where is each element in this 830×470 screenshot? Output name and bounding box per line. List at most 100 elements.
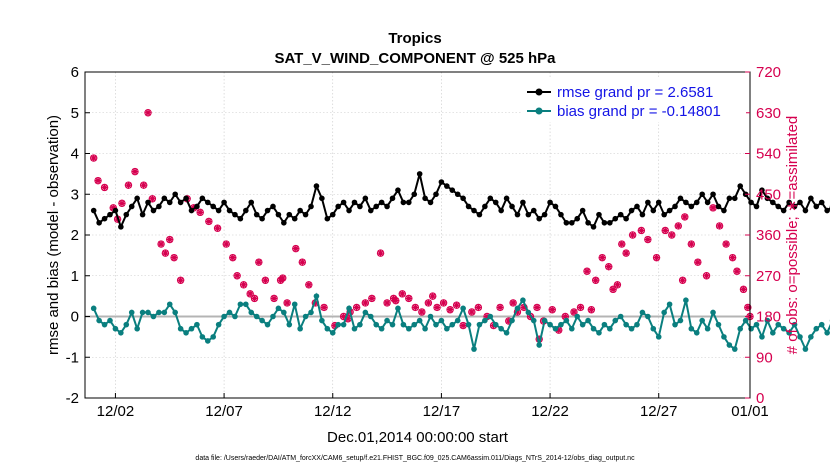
bias-point <box>444 325 450 332</box>
rmse-point <box>400 199 407 206</box>
rmse-point <box>297 207 303 214</box>
rmse-point <box>128 203 135 210</box>
y-tick-label: 3 <box>71 186 79 203</box>
rmse-point <box>177 199 184 206</box>
bias-point <box>628 325 635 332</box>
rmse-point <box>215 207 222 214</box>
bias-point <box>612 317 619 324</box>
obs-marker <box>376 249 385 257</box>
bias-point <box>824 330 830 336</box>
obs-assimilated-marker <box>548 306 556 314</box>
obs-marker <box>592 276 600 284</box>
rmse-point <box>731 195 738 202</box>
bias-point <box>357 321 363 328</box>
obs-marker <box>94 176 102 185</box>
obs-assimilated-marker <box>618 240 626 248</box>
rmse-point <box>775 203 782 210</box>
bias-point <box>204 338 211 344</box>
bias-point <box>329 330 336 336</box>
bias-point <box>183 330 189 336</box>
obs-assimilated-marker <box>644 236 652 244</box>
rmse-point <box>101 215 108 222</box>
bias-point <box>558 321 564 328</box>
bias-point <box>487 313 494 320</box>
obs-marker <box>157 240 165 248</box>
rmse-point <box>748 199 754 206</box>
x-tick-label: 12/27 <box>640 403 678 420</box>
rmse-point <box>585 219 591 226</box>
bias-point <box>297 325 303 332</box>
rmse-point <box>601 219 608 226</box>
obs-marker <box>668 231 676 239</box>
rmse-point <box>574 215 581 222</box>
rmse-point <box>813 203 820 210</box>
rmse-point <box>802 207 809 214</box>
bias-point <box>248 309 255 316</box>
bias-point <box>422 325 428 332</box>
rmse-point <box>661 211 667 218</box>
bias-point <box>145 309 151 316</box>
obs-assimilated-marker <box>716 222 724 230</box>
rmse-point <box>688 203 695 210</box>
bias-point <box>259 317 265 324</box>
obs-marker <box>222 240 230 248</box>
rmse-point <box>818 199 825 206</box>
obs-assimilated-marker <box>570 308 578 316</box>
obs-assimilated-marker <box>561 313 569 320</box>
bias-point <box>759 334 765 340</box>
rmse-point <box>476 211 483 218</box>
bias-point <box>780 325 787 332</box>
rmse-point <box>308 203 314 210</box>
rmse-point <box>183 195 189 202</box>
obs-assimilated-marker <box>533 303 541 311</box>
bias-point <box>536 342 542 348</box>
obs-marker <box>744 303 752 312</box>
bias-point <box>373 321 380 328</box>
obs-marker <box>352 303 361 312</box>
legend-marker-bias <box>535 107 543 115</box>
bias-point <box>541 317 548 324</box>
rmse-point <box>541 211 548 218</box>
bias-point <box>818 321 825 328</box>
x-tick-label: 12/02 <box>97 403 135 420</box>
bias-point <box>177 325 184 332</box>
bias-line <box>92 292 830 352</box>
bias-point <box>221 313 227 320</box>
obs-marker <box>250 294 259 303</box>
obs-assimilated-marker <box>157 240 165 248</box>
bias-point <box>324 325 331 332</box>
obs-marker <box>446 306 454 314</box>
rmse-point <box>199 195 206 202</box>
legend-entry-bias: bias grand pr = -0.14801 <box>557 103 721 120</box>
y-tick-label: 6 <box>71 64 79 81</box>
y-axis-label: rmse and bias (model - observation) <box>45 115 62 355</box>
obs-assimilated-marker <box>392 297 400 305</box>
obs-assimilated-marker <box>205 217 213 225</box>
obs-assimilated-marker <box>453 301 461 309</box>
obs-marker <box>439 299 448 307</box>
obs-marker <box>618 240 626 248</box>
rmse-point <box>683 199 689 206</box>
obs-assimilated-marker <box>729 254 737 262</box>
obs-marker <box>118 199 126 208</box>
rmse-point <box>389 195 396 202</box>
rmse-point <box>96 219 102 226</box>
obs-marker <box>176 276 185 284</box>
rmse-point <box>498 207 504 214</box>
obs-assimilated-marker <box>109 204 117 212</box>
rmse-point <box>547 199 553 206</box>
obs-assimilated-marker <box>261 276 269 284</box>
bias-point <box>514 305 521 312</box>
rmse-point <box>530 207 537 214</box>
bias-point <box>590 325 597 332</box>
obs-marker <box>739 285 748 294</box>
bias-series <box>90 292 830 352</box>
obs-assimilated-marker <box>709 204 717 212</box>
bias-point <box>715 321 722 328</box>
bias-point <box>520 297 526 304</box>
rmse-point <box>302 211 309 218</box>
y2-tick-label: 360 <box>756 227 781 244</box>
rmse-point <box>156 203 162 210</box>
bias-point <box>340 321 347 328</box>
